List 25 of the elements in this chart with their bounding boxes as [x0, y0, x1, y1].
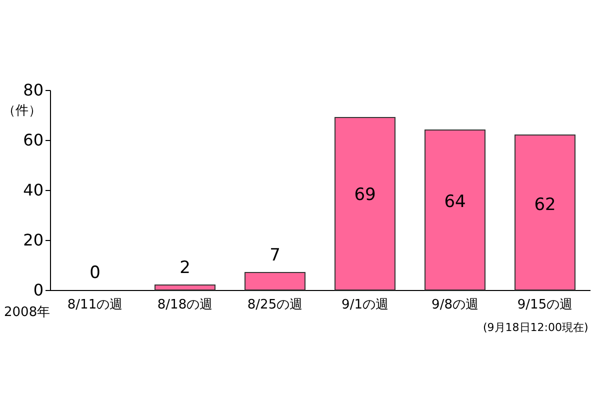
- x-tick-label: 8/11の週: [67, 298, 123, 312]
- bar: [244, 272, 306, 290]
- x-tick-label: 9/1の週: [342, 298, 388, 312]
- data-label: 62: [534, 194, 556, 215]
- data-label: 64: [444, 192, 466, 212]
- x-tick-label: 9/8の週: [432, 298, 478, 312]
- data-label: 0: [90, 263, 100, 283]
- bar: [154, 284, 216, 290]
- y-tick-label: 20: [23, 230, 44, 250]
- bar: [334, 117, 396, 290]
- x-tick-label: 8/25の週: [247, 298, 303, 312]
- y-tick-label: 80: [23, 80, 44, 100]
- y-axis-title: （件）: [2, 104, 42, 118]
- bar: [514, 134, 576, 290]
- data-label: 2: [180, 258, 190, 278]
- text: 2008年: [4, 304, 50, 321]
- data-label: 7: [270, 246, 280, 266]
- bar: [424, 130, 486, 290]
- text: (9月18日12:00現在): [483, 320, 588, 335]
- x-tick-label: 9/15の週: [517, 298, 573, 312]
- data-label: 69: [354, 185, 376, 206]
- y-tick-label: 40: [23, 180, 44, 200]
- y-tick-label: 60: [23, 130, 44, 150]
- y-tick-label: 0: [33, 280, 44, 300]
- x-tick-label: 8/18の週: [157, 298, 213, 312]
